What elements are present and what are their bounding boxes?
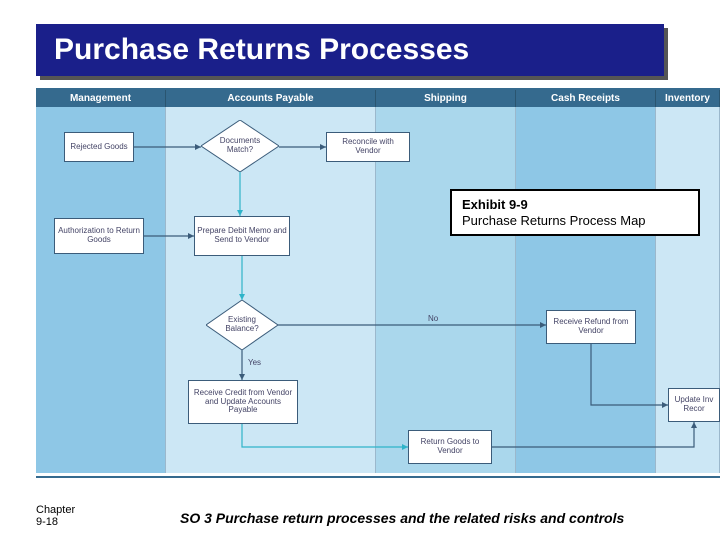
exhibit-callout: Exhibit 9-9 Purchase Returns Process Map: [450, 189, 700, 236]
node-recvrefund: Receive Refund from Vendor: [546, 310, 636, 344]
node-reconcile: Reconcile with Vendor: [326, 132, 410, 162]
node-updateinv: Update Inv Recor: [668, 388, 720, 422]
node-returngoods: Return Goods to Vendor: [408, 430, 492, 464]
chapter-label: Chapter 9-18: [36, 504, 75, 528]
page-title: Purchase Returns Processes: [54, 33, 469, 67]
edge-label: No: [428, 314, 438, 323]
chapter-number: 9-18: [36, 516, 75, 528]
lane-header-management: Management: [36, 90, 166, 107]
lane-header-inventory: Inventory: [656, 90, 720, 107]
lane-header-shipping: Shipping: [376, 90, 516, 107]
exhibit-title: Purchase Returns Process Map: [462, 213, 688, 229]
chapter-word: Chapter: [36, 504, 75, 516]
node-recvcredit: Receive Credit from Vendor and Update Ac…: [188, 380, 298, 424]
lane-header-cash: Cash Receipts: [516, 90, 656, 107]
decision-docsmatch: Documents Match?: [201, 120, 279, 172]
slide: Purchase Returns Processes ManagementAcc…: [0, 0, 720, 540]
learning-objective: SO 3 Purchase return processes and the r…: [180, 510, 710, 526]
process-map-diagram: ManagementAccounts PayableShippingCash R…: [36, 88, 720, 478]
node-auth: Authorization to Return Goods: [54, 218, 144, 254]
title-bar: Purchase Returns Processes: [36, 24, 664, 76]
edge-label: Yes: [248, 358, 261, 367]
swimlane-cash: Cash Receipts: [516, 90, 656, 476]
lane-body-cash: [516, 107, 656, 473]
decision-existbal: Existing Balance?: [206, 300, 278, 350]
exhibit-number: Exhibit 9-9: [462, 197, 688, 213]
node-prepmemo: Prepare Debit Memo and Send to Vendor: [194, 216, 290, 256]
lane-header-ap: Accounts Payable: [166, 90, 376, 107]
node-rejected: Rejected Goods: [64, 132, 134, 162]
